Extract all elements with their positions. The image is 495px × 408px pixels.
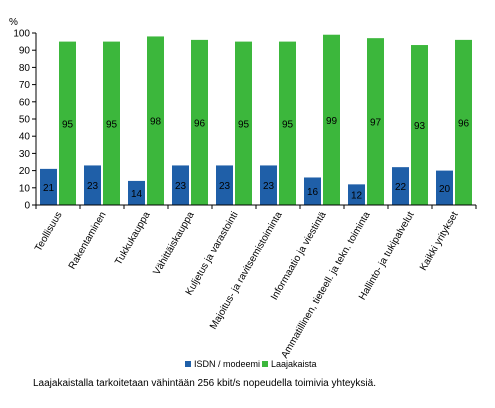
bar-isdn bbox=[436, 170, 453, 205]
y-tick-label: 10 bbox=[19, 183, 31, 194]
legend-label: Laajakaista bbox=[271, 359, 317, 369]
y-tick-label: 60 bbox=[19, 97, 31, 108]
data-label: 14 bbox=[131, 189, 143, 200]
data-label: 95 bbox=[106, 119, 118, 130]
legend-label: ISDN / modeemi bbox=[194, 359, 260, 369]
bar-isdn bbox=[40, 168, 57, 205]
y-tick-label: 30 bbox=[19, 149, 31, 160]
data-label: 23 bbox=[87, 181, 99, 192]
data-label: 12 bbox=[351, 191, 363, 202]
bar-isdn bbox=[348, 184, 365, 205]
data-label: 93 bbox=[414, 121, 426, 132]
y-tick-label: 0 bbox=[24, 201, 30, 212]
y-unit-label: % bbox=[9, 17, 18, 28]
bar-isdn bbox=[260, 165, 277, 205]
y-tick-label: 100 bbox=[13, 29, 30, 40]
data-label: 99 bbox=[326, 116, 338, 127]
bar-isdn bbox=[172, 165, 189, 205]
x-tick-label: Kaikki yritykset bbox=[418, 210, 461, 273]
bar-isdn bbox=[128, 180, 145, 205]
data-label: 20 bbox=[439, 184, 451, 195]
bar-laajakaista bbox=[279, 41, 296, 205]
bar-isdn bbox=[392, 167, 409, 205]
x-tick-label: Ammatillinen, tieteell. ja tekn. toimint… bbox=[279, 210, 372, 361]
x-axis: Teollisuus Rakentaminen TukkukauppaVähittä… bbox=[33, 204, 477, 361]
data-label: 23 bbox=[219, 181, 231, 192]
y-tick-label: 20 bbox=[19, 166, 31, 177]
y-axis: 0 10 20 30 40 50 60 70 80 90 100% bbox=[9, 17, 37, 212]
y-tick-label: 80 bbox=[19, 63, 31, 74]
bar-isdn bbox=[216, 165, 233, 205]
bar-laajakaista bbox=[323, 34, 340, 205]
y-tick-label: 90 bbox=[19, 46, 31, 57]
y-tick-label: 40 bbox=[19, 132, 31, 143]
legend-swatch bbox=[262, 361, 268, 367]
bar-laajakaista bbox=[455, 39, 472, 205]
x-tick-label: Vähittäiskauppa bbox=[151, 210, 196, 278]
bar-laajakaista bbox=[191, 39, 208, 205]
data-label: 95 bbox=[238, 119, 250, 130]
bar-laajakaista bbox=[103, 41, 120, 205]
bar-laajakaista bbox=[367, 38, 384, 205]
y-tick-label: 70 bbox=[19, 80, 31, 91]
x-tick-label: Tukkukauppa bbox=[113, 210, 153, 268]
legend-swatch bbox=[185, 361, 191, 367]
data-label: 98 bbox=[150, 117, 162, 128]
data-label: 16 bbox=[307, 187, 319, 198]
data-label: 21 bbox=[43, 183, 55, 194]
bar-laajakaista bbox=[411, 45, 428, 205]
bar-laajakaista bbox=[59, 41, 76, 205]
data-label: 95 bbox=[62, 119, 74, 130]
data-label: 23 bbox=[175, 181, 187, 192]
legend: ISDN / modeemi Laajakaista bbox=[185, 359, 317, 369]
footnote: Laajakaistalla tarkoitetaan vähintään 25… bbox=[33, 378, 376, 389]
x-tick-label: Rakentaminen bbox=[67, 210, 109, 271]
data-label: 96 bbox=[458, 118, 470, 129]
bar-isdn bbox=[304, 177, 321, 205]
bar-laajakaista bbox=[147, 36, 164, 205]
bars: 21 95 23 95 14 98 23 96 23 95 23 95 16 99 12 97 22 93 20 96 bbox=[40, 34, 472, 205]
data-label: 23 bbox=[263, 181, 275, 192]
bar-isdn bbox=[84, 165, 101, 205]
bar-laajakaista bbox=[235, 41, 252, 205]
data-label: 96 bbox=[194, 118, 206, 129]
x-tick-label: Teollisuus bbox=[33, 210, 64, 254]
data-label: 22 bbox=[395, 182, 407, 193]
data-label: 97 bbox=[370, 118, 382, 129]
y-tick-label: 50 bbox=[19, 115, 31, 126]
data-label: 95 bbox=[282, 119, 294, 130]
